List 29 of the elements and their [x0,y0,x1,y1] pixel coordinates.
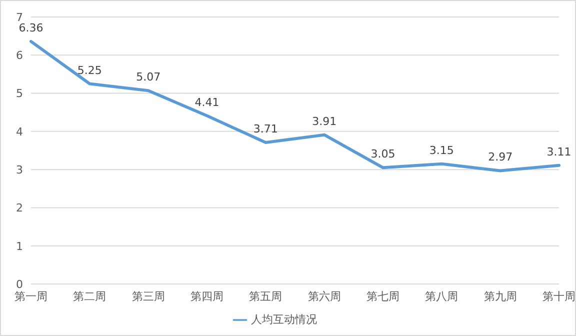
y-tick-label: 2 [16,202,23,215]
x-tick-label: 第二周 [73,290,106,303]
data-label: 2.97 [488,150,513,164]
x-tick-label: 第十周 [542,290,576,303]
data-label: 3.91 [312,114,337,128]
data-label: 5.25 [77,64,102,77]
data-label: 3.15 [429,144,454,157]
y-tick-label: 5 [16,87,23,100]
y-tick-label: 4 [16,125,23,138]
x-tick-label: 第四周 [190,290,224,303]
data-label: 4.41 [194,96,220,109]
x-tick-label: 第六周 [308,290,341,303]
data-label: 6.36 [18,21,44,34]
x-tick-label: 第七周 [366,290,400,303]
data-label: 5.07 [136,70,161,84]
y-tick-label: 3 [16,163,23,176]
data-label: 3.05 [370,148,396,161]
x-tick-label: 第一周 [14,290,48,303]
x-tick-label: 第三周 [132,290,165,303]
x-tick-label: 第八周 [425,290,458,303]
x-tick-label: 第九周 [484,290,517,303]
y-tick-label: 0 [16,278,23,291]
y-tick-label: 1 [16,240,23,253]
y-tick-label: 6 [16,49,23,62]
x-tick-label: 第五周 [249,290,282,303]
data-label: 3.71 [253,122,278,136]
data-label: 3.11 [546,145,572,158]
legend-label: 人均互动情况 [251,313,317,326]
y-tick-label: 7 [16,10,23,24]
